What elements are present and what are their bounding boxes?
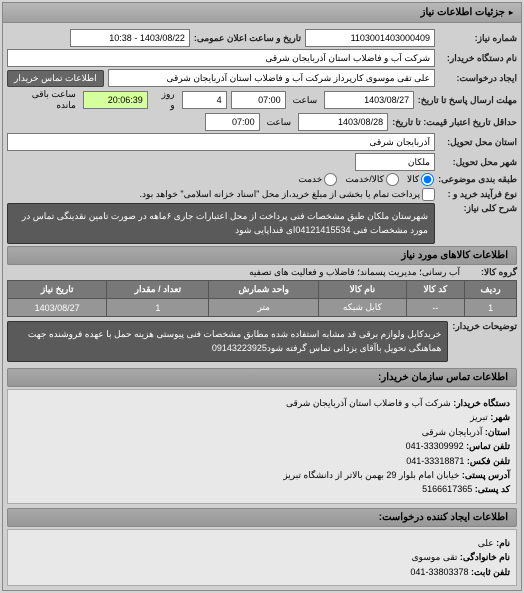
expiry-time-field (205, 113, 260, 131)
check-treasury[interactable]: پرداخت تمام یا بخشی از مبلغ خرید،از محل … (140, 188, 435, 201)
table-cell: 1 (465, 299, 517, 317)
request-number-field (305, 29, 435, 47)
contact-fax: 33318871-041 (406, 456, 464, 466)
table-row: 1--کابل شبکهمتر11403/08/27 (8, 299, 517, 317)
label-creator-name: نام: (496, 538, 510, 548)
label-buyer-org: نام دستگاه خریدار: (439, 53, 517, 64)
label-contact-org: دستگاه خریدار: (453, 398, 510, 408)
label-contact-addr: آدرس پستی: (462, 470, 510, 480)
province-field (7, 133, 435, 151)
panel-header: جزئیات اطلاعات نیاز (3, 3, 521, 23)
label-expiry-time: ساعت (267, 117, 292, 128)
radio-service[interactable]: خدمت (298, 173, 337, 186)
label-goods-group: گروه کالا: (467, 267, 517, 278)
countdown-field (83, 91, 148, 109)
label-city: شهر محل تحویل: (439, 157, 517, 168)
label-request-number: شماره نیاز: (439, 33, 517, 44)
buyer-desc-box: خریدکابل ولوازم برقی قد مشابه استفاده شد… (7, 321, 448, 362)
label-contact-post: کد پستی: (475, 484, 510, 494)
radio-goods-service[interactable]: کالا/خدمت (345, 173, 399, 186)
creator-section-header: اطلاعات ایجاد کننده درخواست: (7, 508, 517, 527)
deadline-date-field (324, 91, 414, 109)
label-creator: ایجاد درخواست: (439, 73, 517, 84)
creator-name: علی (478, 538, 494, 548)
contact-section-header: اطلاعات تماس سازمان خریدار: (7, 368, 517, 387)
table-header: واحد شمارش (209, 281, 319, 299)
label-short-desc: شرح کلی نیاز: (439, 203, 517, 244)
buyer-contact-button[interactable]: اطلاعات تماس خریدار (7, 70, 104, 87)
deadline-time-field (231, 91, 286, 109)
table-cell: 1403/08/27 (8, 299, 107, 317)
radio-service-input[interactable] (324, 173, 337, 186)
contact-org: شرکت آب و فاضلاب استان آذربایجان شرقی (286, 398, 451, 408)
goods-section-header: اطلاعات کالاهای مورد نیاز (7, 246, 517, 265)
contact-phone: 33309992-041 (406, 441, 464, 451)
contact-post: 5166617365 (422, 484, 472, 494)
radio-goods-service-input[interactable] (386, 173, 399, 186)
short-desc-box: شهرستان ملکان طبق مشخصات فنی پرداخت از م… (7, 203, 435, 244)
label-contact-phone: تلفن تماس: (466, 441, 510, 451)
creator-family: تقی موسوی (412, 552, 458, 562)
label-buyer-desc: توضیحات خریدار: (452, 321, 517, 362)
radio-goods-input[interactable] (421, 173, 434, 186)
city-field (355, 153, 435, 171)
label-province: استان محل تحویل: (439, 137, 517, 148)
creator-phone: 33803378-041 (410, 567, 468, 577)
table-cell: کابل شبکه (319, 299, 407, 317)
process-check-group: پرداخت تمام یا بخشی از مبلغ خرید،از محل … (140, 188, 435, 201)
radio-goods[interactable]: کالا (407, 173, 434, 186)
label-days: روز و (155, 89, 175, 111)
label-deadline: مهلت ارسال پاسخ تا تاریخ: (418, 95, 517, 106)
label-announce-date: تاریخ و ساعت اعلان عمومی: (194, 33, 301, 44)
creator-panel: نام: علی نام خانوادگی: تقی موسوی تلفن ثا… (7, 529, 517, 586)
contact-addr: خیابان امام بلوار 29 بهمن بالاتر از دانش… (283, 470, 459, 480)
packing-radio-group: کالا کالا/خدمت خدمت (298, 173, 434, 186)
expiry-date-field (298, 113, 388, 131)
label-remaining: ساعت باقی مانده (10, 89, 76, 111)
label-contact-fax: تلفن فکس: (467, 456, 510, 466)
label-creator-phone: تلفن ثابت: (471, 567, 510, 577)
panel-title: جزئیات اطلاعات نیاز (421, 7, 505, 18)
table-header: تعداد / مقدار (107, 281, 209, 299)
label-creator-family: نام خانوادگی: (460, 552, 510, 562)
label-packing: طبقه بندی موضوعی: (438, 174, 517, 185)
label-contact-prov: استان: (485, 427, 510, 437)
creator-field (108, 69, 435, 87)
table-header: ردیف (465, 281, 517, 299)
check-treasury-input[interactable] (422, 188, 435, 201)
label-expiry: حداقل تاریخ اعتبار قیمت: تا تاریخ: (392, 117, 517, 128)
contact-city: تبریز (470, 412, 488, 422)
label-process: نوع فرآیند خرید و : (439, 189, 517, 200)
buyer-org-field (7, 49, 435, 67)
days-remaining-field (182, 91, 227, 109)
table-cell: 1 (107, 299, 209, 317)
goods-group-value: آب رسانی؛ مدیریت پسماند؛ فاضلاب و فعالیت… (249, 267, 460, 278)
contact-prov: آذربایجان شرقی (422, 427, 483, 437)
announce-date-field (70, 29, 190, 47)
table-header: کد کالا (406, 281, 465, 299)
goods-table: ردیفکد کالانام کالاواحد شمارشتعداد / مقد… (7, 280, 517, 317)
contact-panel: دستگاه خریدار: شرکت آب و فاضلاب استان آذ… (7, 389, 517, 504)
table-cell: -- (406, 299, 465, 317)
table-header: تاریخ نیاز (8, 281, 107, 299)
table-header: نام کالا (319, 281, 407, 299)
table-cell: متر (209, 299, 319, 317)
label-time: ساعت (293, 95, 318, 106)
label-contact-city: شهر: (490, 412, 510, 422)
